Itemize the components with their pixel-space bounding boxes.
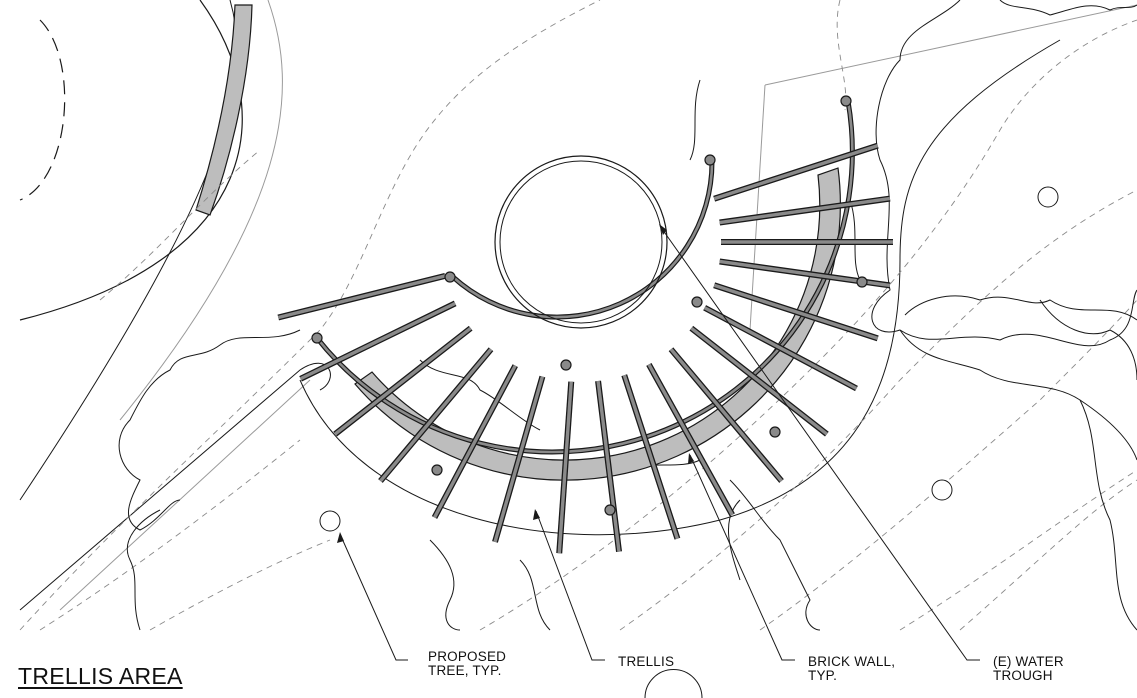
trellis-rafter-fill [713, 143, 879, 201]
section-marker-icon [644, 669, 703, 698]
proposed-trees [319, 186, 1059, 532]
callout-line: TRELLIS [618, 654, 675, 669]
callout-arrowheads [337, 224, 694, 543]
left-brick-band [195, 4, 253, 216]
proposed-tree-icon [319, 510, 341, 532]
trellis-posts [311, 95, 868, 516]
proposed-tree-icon [931, 479, 953, 501]
trellis-rafter-fill [277, 274, 446, 320]
water-trough [494, 155, 668, 329]
trellis-structure [315, 100, 855, 481]
trellis-rafter-fill [493, 376, 545, 543]
vegetation-outlines [118, 0, 1137, 631]
callout-line: TYP. [808, 668, 838, 683]
callout-brick-wall: BRICK WALL, TYP. [808, 655, 895, 683]
drawing-title: TRELLIS AREA [18, 663, 183, 689]
callout-line: BRICK WALL, [808, 654, 896, 669]
trellis-rafter-fill [719, 196, 891, 225]
trellis-rafter-fill [334, 326, 472, 436]
callout-water-trough: (E) WATER TROUGH [993, 655, 1064, 683]
trellis-rafter-fill [647, 363, 734, 516]
trellis-rafter-fill [669, 348, 783, 483]
callout-proposed-tree: PROPOSED TREE, TYP. [428, 650, 506, 678]
trellis-rafter-fill [379, 348, 493, 483]
callout-leaders [339, 225, 980, 661]
road-lines [19, 4, 1137, 611]
trellis-rafter-fill [622, 374, 680, 540]
callout-line: PROPOSED [428, 649, 507, 664]
trellis-rafter-fill [713, 283, 879, 341]
proposed-tree-icon [1037, 186, 1059, 208]
trellis-rafter-fill [596, 380, 621, 552]
callout-line: (E) WATER [993, 654, 1064, 669]
trellis-rafter-fill [703, 306, 858, 390]
contour-lines [19, 0, 1137, 631]
trellis-inner-ring [451, 161, 715, 320]
callout-trellis: TRELLIS [618, 655, 674, 669]
trellis-rafter-fill [690, 326, 828, 436]
callout-line: TROUGH [993, 668, 1053, 683]
trellis-rafter-fill [557, 381, 573, 554]
trellis-rafter-fill [299, 301, 456, 381]
trellis-rafters [277, 142, 893, 554]
trellis-rafter-fill [433, 364, 517, 519]
callout-line: TREE, TYP. [428, 663, 502, 678]
